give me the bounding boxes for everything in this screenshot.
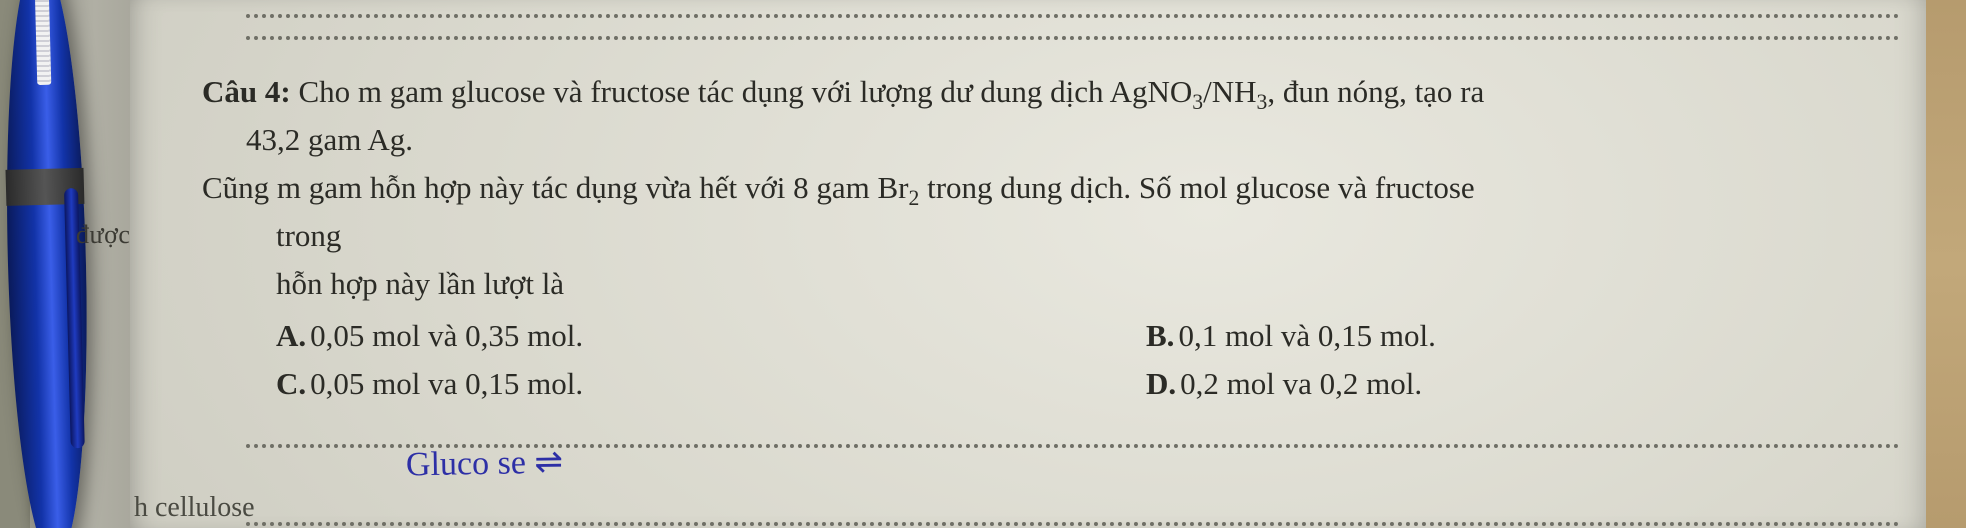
answer-choices: A.0,05 mol và 0,35 mol. B.0,1 mol và 0,1… — [176, 312, 1900, 408]
dotted-rule — [246, 14, 1900, 18]
choice-text: 0,1 mol và 0,15 mol. — [1178, 318, 1435, 353]
question-text: Cũng m gam hỗn hợp này tác dụng vừa hết … — [202, 170, 909, 205]
choice-label: D. — [1146, 366, 1176, 401]
question-text: trong dung dịch. Số mol glucose và fruct… — [919, 170, 1474, 205]
dotted-rule-row: Gluco se ⇌ — [176, 444, 1900, 492]
choice-label: B. — [1146, 318, 1174, 353]
question-text: Cho m gam glucose và fructose tác dụng v… — [298, 74, 1192, 109]
choice-B: B.0,1 mol và 0,15 mol. — [1146, 312, 1900, 360]
handwritten-note: Gluco se ⇌ — [406, 437, 564, 492]
question-text: trong — [176, 212, 1900, 260]
subscript: 3 — [1256, 90, 1267, 114]
question-text: /NH — [1203, 74, 1256, 109]
choice-C: C.0,05 mol va 0,15 mol. — [276, 360, 1146, 408]
choice-text: 0,2 mol va 0,2 mol. — [1180, 366, 1422, 401]
subscript: 3 — [1192, 90, 1203, 114]
choice-label: A. — [276, 318, 306, 353]
document-scan: được Câu 4: Cho m gam glucose và fructos… — [0, 0, 1966, 528]
paper-sheet: Câu 4: Cho m gam glucose và fructose tác… — [130, 0, 1926, 528]
question-number: Câu 4: — [202, 74, 291, 109]
question-text: hỗn hợp này lần lượt là — [176, 260, 1900, 308]
dotted-rule — [246, 522, 1900, 526]
choice-text: 0,05 mol va 0,15 mol. — [310, 366, 583, 401]
choice-row: C.0,05 mol va 0,15 mol. D.0,2 mol va 0,2… — [276, 360, 1900, 408]
choice-label: C. — [276, 366, 306, 401]
subscript: 2 — [909, 186, 920, 210]
next-page-peek-text: h cellulose — [134, 492, 255, 524]
pen-barcode-label — [34, 0, 51, 85]
choice-A: A.0,05 mol và 0,35 mol. — [276, 312, 1146, 360]
question-text: , đun nóng, tạo ra — [1267, 74, 1484, 109]
choice-row: A.0,05 mol và 0,35 mol. B.0,1 mol và 0,1… — [276, 312, 1900, 360]
choice-text: 0,05 mol và 0,35 mol. — [310, 318, 583, 353]
page-content: Câu 4: Cho m gam glucose và fructose tác… — [130, 14, 1926, 526]
choice-D: D.0,2 mol va 0,2 mol. — [1146, 360, 1900, 408]
dotted-rule — [246, 36, 1900, 40]
question-body: Câu 4: Cho m gam glucose và fructose tác… — [176, 68, 1900, 308]
desk-background — [1926, 0, 1966, 528]
margin-word: được — [76, 220, 130, 250]
question-text: 43,2 gam Ag. — [176, 116, 1900, 164]
